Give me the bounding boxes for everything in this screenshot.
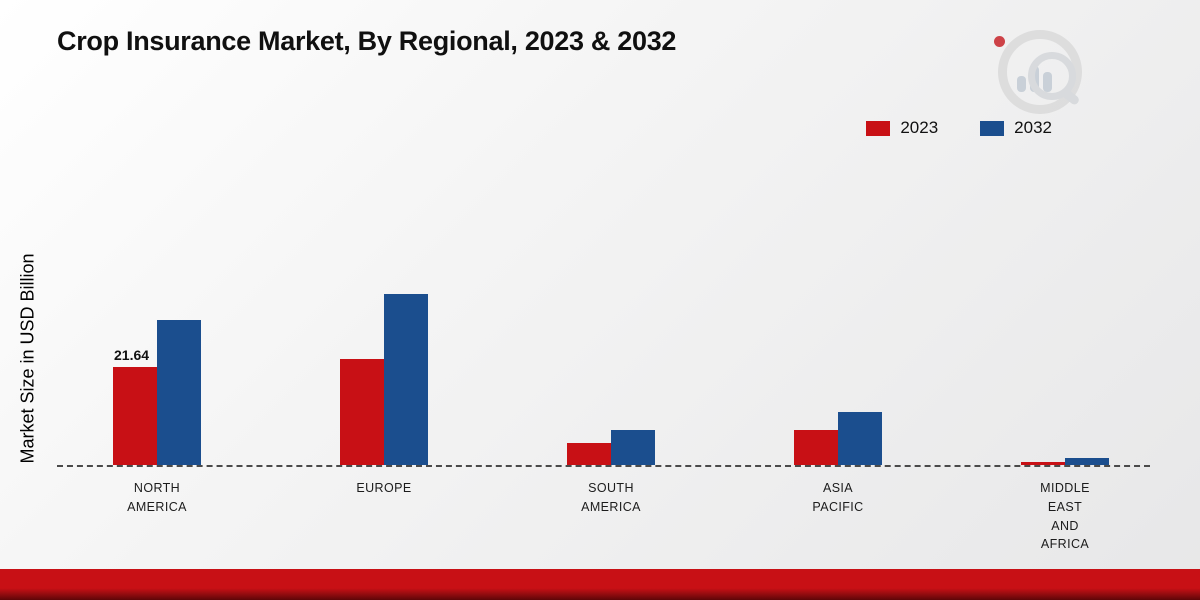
category-label-south-america: SOUTH AMERICA <box>581 481 641 514</box>
bar-2023-north-america <box>113 367 157 465</box>
watermark-red-dot <box>994 36 1005 47</box>
category-label-europe: EUROPE <box>356 481 412 495</box>
legend-item-2023: 2023 <box>866 118 938 138</box>
legend-label-2023: 2023 <box>900 118 939 137</box>
bar-2032-middle-east-and-africa <box>1065 458 1109 465</box>
category-label-asia-pacific: ASIA PACIFIC <box>812 481 864 514</box>
legend: 2023 2032 <box>866 118 1052 138</box>
bar-2032-europe <box>384 294 428 465</box>
category-label-north-america: NORTH AMERICA <box>127 481 187 514</box>
legend-swatch-2023 <box>866 120 891 136</box>
bar-2023-europe <box>340 359 384 465</box>
legend-label-2032: 2032 <box>1014 118 1052 137</box>
watermark-bar-icon <box>1017 76 1026 92</box>
chart-title: Crop Insurance Market, By Regional, 2023… <box>57 26 677 56</box>
watermark-circle <box>998 30 1082 114</box>
bar-2023-south-america <box>567 443 611 465</box>
watermark-magnifier-icon <box>1028 52 1076 100</box>
bar-2023-asia-pacific <box>794 430 838 465</box>
legend-item-2032: 2032 <box>980 118 1052 138</box>
bar-2032-asia-pacific <box>838 412 882 465</box>
bar-2032-south-america <box>611 430 655 465</box>
baseline-dashed-line <box>57 465 1150 467</box>
value-label: 21.64 <box>114 347 150 363</box>
bar-2032-north-america <box>157 320 201 465</box>
brand-watermark-icon <box>992 26 1082 116</box>
bottom-red-band <box>0 569 1200 600</box>
category-label-middle-east-and-africa: MIDDLE EAST AND AFRICA <box>1040 481 1090 552</box>
bar-2023-middle-east-and-africa <box>1021 462 1065 465</box>
legend-swatch-2032 <box>980 120 1005 136</box>
